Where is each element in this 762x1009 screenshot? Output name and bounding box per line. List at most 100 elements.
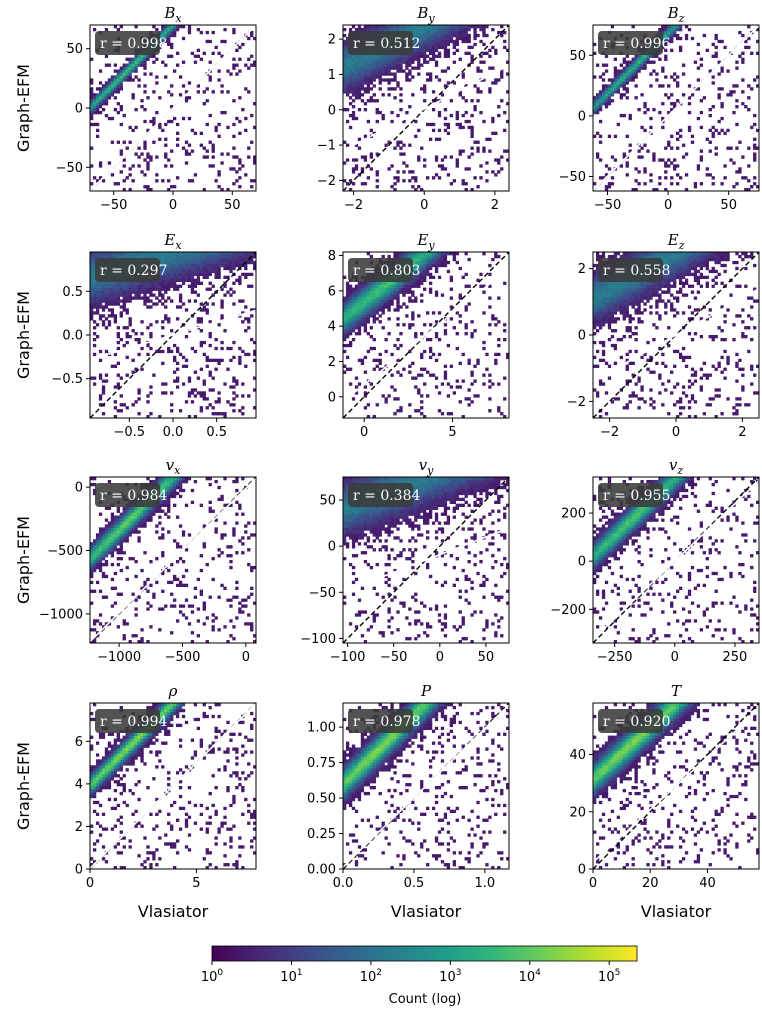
density-cell xyxy=(357,308,362,312)
density-cell xyxy=(178,260,183,265)
density-cell xyxy=(655,305,659,309)
density-cell xyxy=(613,299,618,303)
density-cell xyxy=(98,252,103,256)
density-cell xyxy=(173,69,177,73)
density-cell xyxy=(244,116,248,121)
density-cell xyxy=(250,63,254,67)
density-cell xyxy=(348,296,353,300)
density-cell xyxy=(375,302,379,306)
density-cell xyxy=(420,45,424,50)
density-cell xyxy=(598,90,603,94)
density-cell xyxy=(196,254,201,259)
density-cell xyxy=(411,93,415,97)
density-cell xyxy=(381,299,385,303)
density-cell xyxy=(634,311,638,315)
density-cell xyxy=(705,376,709,380)
density-cell xyxy=(229,346,233,351)
density-cell xyxy=(446,260,451,265)
density-cell xyxy=(238,119,242,124)
density-cell xyxy=(155,27,159,32)
density-cell xyxy=(384,78,388,82)
density-cell xyxy=(664,42,668,47)
density-cell xyxy=(137,78,141,82)
density-cell xyxy=(366,57,371,61)
density-cell xyxy=(366,293,371,297)
density-cell xyxy=(464,36,468,41)
density-cell xyxy=(711,81,715,85)
density-cell xyxy=(426,72,430,76)
density-cell xyxy=(155,179,159,183)
density-cell xyxy=(443,42,448,47)
density-cell xyxy=(601,63,606,67)
density-cell xyxy=(446,122,451,127)
density-cell xyxy=(107,84,112,88)
density-cell xyxy=(217,266,221,271)
density-cell xyxy=(345,308,350,312)
density-cell xyxy=(622,66,626,70)
density-cell xyxy=(211,269,215,274)
density-cell xyxy=(699,335,704,339)
density-cell xyxy=(363,57,368,61)
density-cell xyxy=(595,93,600,97)
density-cell xyxy=(351,305,356,309)
density-cell xyxy=(235,257,239,262)
density-cell xyxy=(670,39,674,44)
density-cell xyxy=(205,263,209,268)
density-cell xyxy=(345,343,350,348)
density-cell xyxy=(664,290,668,294)
density-cell xyxy=(646,281,650,285)
density-cell xyxy=(381,60,385,64)
density-cell xyxy=(619,281,623,285)
density-cell xyxy=(220,358,224,363)
density-cell xyxy=(673,308,677,312)
density-cell xyxy=(381,63,385,67)
density-cell xyxy=(664,161,668,165)
density-cell xyxy=(414,275,418,280)
density-cell xyxy=(110,140,115,144)
density-cell xyxy=(696,164,701,168)
density-cell xyxy=(205,30,209,35)
density-cell xyxy=(164,36,168,41)
density-cell xyxy=(431,42,436,47)
density-cell xyxy=(440,260,445,265)
density-cell xyxy=(593,284,597,288)
density-cell xyxy=(387,302,391,306)
density-cell xyxy=(90,113,94,118)
density-cell xyxy=(664,33,668,38)
density-cell xyxy=(143,299,147,303)
density-cell xyxy=(128,69,132,73)
density-cell xyxy=(622,75,626,79)
density-cell xyxy=(622,287,626,291)
density-cell xyxy=(593,388,597,392)
density-cell xyxy=(673,102,677,106)
density-cell xyxy=(90,164,94,168)
density-cell xyxy=(387,317,391,321)
x-tick-label: −2 xyxy=(344,198,363,213)
density-cell xyxy=(673,105,677,109)
density-cell xyxy=(503,376,507,380)
density-cell xyxy=(92,382,97,386)
density-cell xyxy=(152,54,156,58)
density-cell xyxy=(372,57,376,61)
density-cell xyxy=(90,293,94,297)
density-cell xyxy=(101,99,106,103)
density-cell xyxy=(661,290,665,294)
density-cell xyxy=(649,293,653,297)
density-cell xyxy=(181,266,186,271)
density-cell xyxy=(104,287,109,291)
density-cell xyxy=(190,388,195,392)
density-cell xyxy=(199,254,203,259)
density-cell xyxy=(196,263,201,268)
density-cell xyxy=(223,329,227,333)
density-cell xyxy=(360,182,365,186)
density-cell xyxy=(402,252,406,256)
density-cell xyxy=(414,48,418,53)
density-cell xyxy=(443,263,448,268)
density-cell xyxy=(125,254,129,259)
density-cell xyxy=(598,326,603,330)
density-cell xyxy=(90,302,94,306)
density-cell xyxy=(420,254,424,259)
panel-title-sub: y xyxy=(427,12,435,25)
density-cell xyxy=(652,152,656,156)
density-cell xyxy=(390,281,394,285)
